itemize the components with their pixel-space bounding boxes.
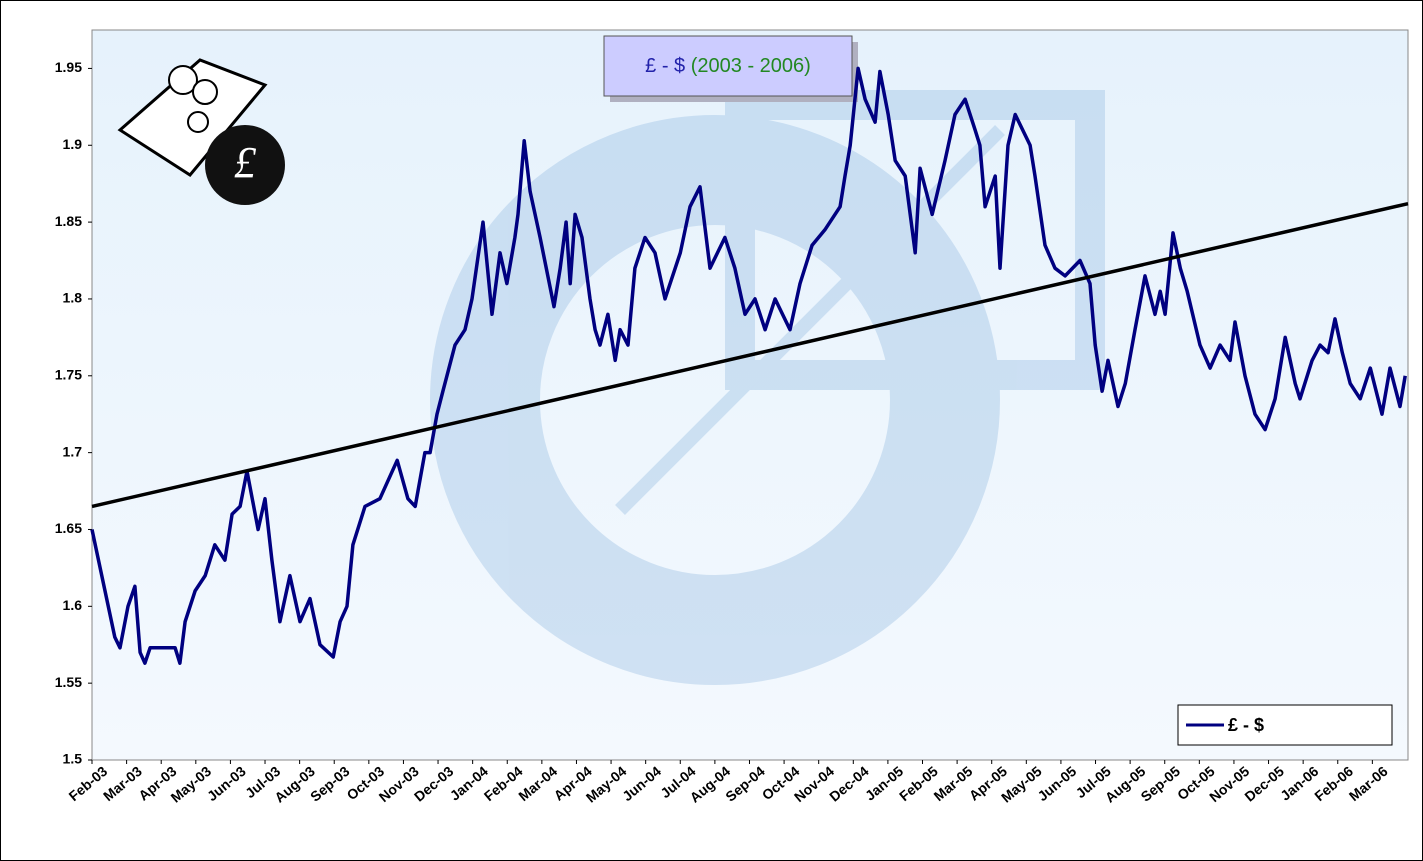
y-tick-label: 1.65: [55, 520, 82, 536]
y-tick-label: 1.75: [55, 366, 82, 382]
y-tick-label: 1.5: [63, 751, 83, 767]
y-tick-label: 1.8: [63, 290, 83, 306]
legend: £ - $: [1177, 704, 1393, 746]
plot-area: [91, 29, 1409, 761]
chart-subtitle: (2003 - 2006): [691, 55, 811, 77]
title-box: £ - $ (2003 - 2006): [603, 35, 858, 102]
y-tick-label: 1.7: [63, 443, 83, 459]
y-tick-label: 1.9: [63, 136, 83, 152]
legend-label: £ - $: [1228, 715, 1264, 735]
chart-title-line: £ - $ (2003 - 2006): [645, 55, 811, 77]
y-tick-label: 1.85: [55, 213, 82, 229]
money-icon: £: [117, 58, 285, 205]
svg-text:£: £: [234, 138, 257, 187]
trend-line: [91, 201, 1409, 509]
data-line: [90, 66, 1407, 665]
chart-title: £ - $: [645, 55, 685, 77]
y-tick-label: 1.55: [55, 674, 82, 690]
y-tick-label: 1.95: [55, 59, 82, 75]
y-tick-label: 1.6: [63, 597, 83, 613]
